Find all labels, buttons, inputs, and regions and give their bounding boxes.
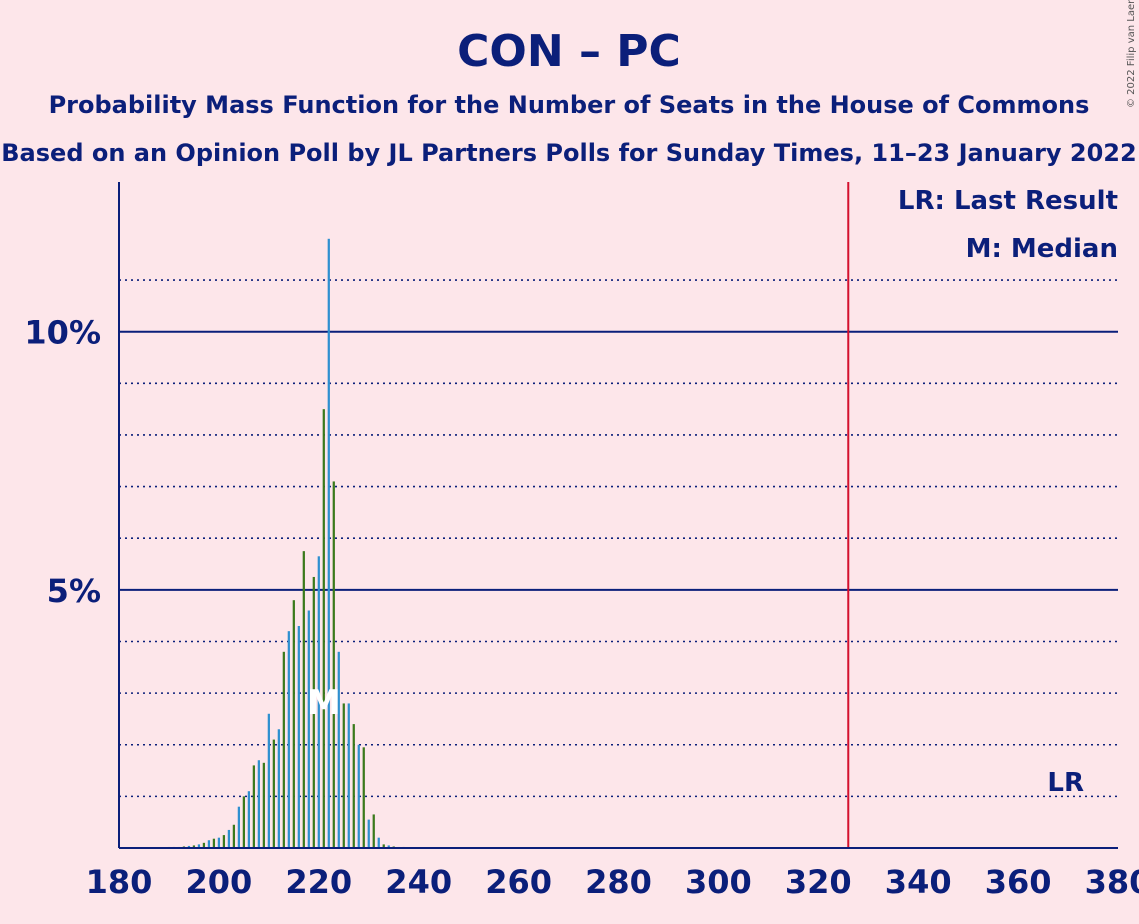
x-tick-label: 360 <box>985 863 1052 901</box>
bar-206 <box>247 791 250 848</box>
bar-202 <box>227 829 231 848</box>
bar-201 <box>222 835 226 848</box>
bar-209 <box>262 762 265 848</box>
bar-217 <box>302 551 305 848</box>
bar-231 <box>372 814 375 848</box>
bar-215 <box>292 600 295 848</box>
bar-213 <box>282 651 285 848</box>
x-tick-label: 300 <box>685 863 752 901</box>
bar-212 <box>277 729 280 848</box>
major-gridlines <box>119 330 1118 591</box>
bar-221 <box>322 409 325 848</box>
y-tick-label: 5% <box>47 572 101 610</box>
x-axis-labels: 180 200 220 240 260 280 300 320 340 360 380 <box>86 863 1139 901</box>
lr-marker-label: LR <box>1047 768 1084 798</box>
x-tick-label: 200 <box>186 863 253 901</box>
bar-223 <box>332 481 335 848</box>
legend-median: M: Median <box>966 234 1118 264</box>
bar-204 <box>237 806 241 848</box>
bar-200 <box>217 837 221 848</box>
legend-last-result: LR: Last Result <box>898 186 1118 216</box>
bar-224 <box>337 651 340 848</box>
bar-225 <box>342 703 345 848</box>
bar-233 <box>382 844 385 848</box>
bar-222 <box>327 238 330 848</box>
x-tick-label: 240 <box>385 863 452 901</box>
bar-230 <box>367 819 370 848</box>
bar-198 <box>207 840 211 848</box>
bar-226 <box>347 703 350 848</box>
bar-220 <box>317 556 320 848</box>
bar-207 <box>252 765 255 848</box>
x-tick-label: 340 <box>885 863 952 901</box>
bar-195 <box>192 845 196 848</box>
x-tick-label: 380 <box>1085 863 1139 901</box>
x-tick-label: 220 <box>285 863 352 901</box>
bar-203 <box>232 824 236 848</box>
y-axis-labels: 5% 10% <box>24 314 101 610</box>
bar-219 <box>312 576 315 848</box>
y-tick-label: 10% <box>24 314 101 352</box>
bar-208 <box>257 760 260 848</box>
bar-218 <box>307 610 310 848</box>
copyright-notice: © 2022 Filip van Laenen <box>1126 0 1137 108</box>
bar-227 <box>352 724 355 848</box>
bar-210 <box>267 713 270 848</box>
x-tick-label: 260 <box>485 863 552 901</box>
bar-229 <box>362 747 365 848</box>
bar-199 <box>212 838 216 848</box>
x-tick-label: 280 <box>585 863 652 901</box>
x-tick-label: 320 <box>785 863 852 901</box>
bar-197 <box>202 842 206 848</box>
bar-216 <box>297 626 300 848</box>
median-marker: M <box>307 683 341 723</box>
bar-232 <box>377 837 380 848</box>
minor-gridlines <box>119 279 1118 798</box>
bar-234 <box>387 845 390 848</box>
bar-228 <box>357 744 360 848</box>
bar-211 <box>272 739 275 848</box>
median-marker-group: M <box>307 683 341 723</box>
chart-title: CON – PC <box>457 26 681 77</box>
bars <box>152 238 420 848</box>
bar-194 <box>187 845 191 848</box>
x-tick-label: 180 <box>86 863 153 901</box>
chart-subtitle-1: Probability Mass Function for the Number… <box>49 91 1090 119</box>
bar-196 <box>197 844 201 848</box>
bar-205 <box>242 796 245 848</box>
chart-subtitle-2: Based on an Opinion Poll by JL Partners … <box>1 139 1136 167</box>
bar-214 <box>287 631 290 848</box>
